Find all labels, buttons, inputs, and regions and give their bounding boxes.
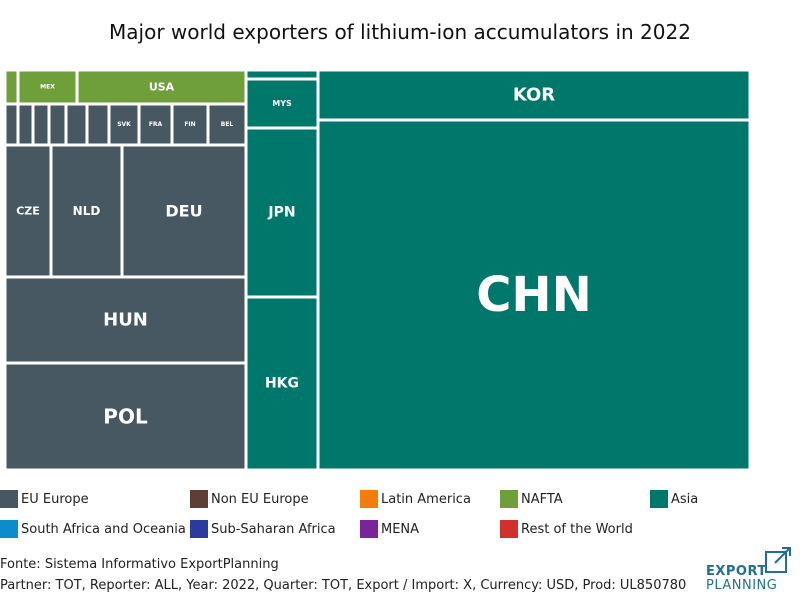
legend-item[interactable]: Latin America xyxy=(360,490,471,508)
treemap-rect xyxy=(85,102,111,147)
treemap-rect xyxy=(0,143,5,242)
treemap-cell-deu[interactable]: DEU xyxy=(120,143,248,279)
treemap-cell-svk[interactable]: SVK xyxy=(107,102,141,147)
legend-label: EU Europe xyxy=(21,491,89,507)
treemap-rect xyxy=(0,70,5,147)
legend-swatch xyxy=(0,490,18,508)
logo-word-planning: PLANNING xyxy=(706,578,778,593)
treemap-rect xyxy=(3,275,248,365)
treemap-cell-fra[interactable]: FRA xyxy=(137,102,174,147)
treemap-label: SVK xyxy=(117,121,131,128)
treemap-label: HKG xyxy=(265,376,299,392)
treemap-cell[interactable] xyxy=(3,102,20,147)
legend-item[interactable]: Rest of the World xyxy=(500,520,633,538)
treemap-label: MYS xyxy=(272,99,292,108)
legend: EU Europe Non EU Europe Latin America NAFTA… xyxy=(0,490,800,550)
legend-label: Sub-Saharan Africa xyxy=(211,521,336,537)
treemap-cell-mys[interactable]: MYS xyxy=(244,77,320,130)
treemap-cell[interactable] xyxy=(47,102,68,147)
treemap-cell[interactable] xyxy=(244,70,320,81)
legend-swatch xyxy=(500,520,518,538)
treemap-label: NLD xyxy=(73,204,101,218)
treemap-rect xyxy=(64,102,89,147)
treemap-label: HUN xyxy=(103,310,148,331)
treemap-rect xyxy=(47,102,68,147)
legend-label: South Africa and Oceania xyxy=(21,521,186,537)
treemap-label: CHN xyxy=(476,267,592,323)
treemap-cell-pol[interactable]: POL xyxy=(3,361,248,470)
treemap-label: BEL xyxy=(221,121,234,128)
treemap-rect xyxy=(244,126,320,299)
treemap-rect xyxy=(120,143,248,279)
treemap-cell[interactable] xyxy=(3,70,20,106)
legend-item[interactable]: Sub-Saharan Africa xyxy=(190,520,336,538)
treemap-label: JPN xyxy=(267,205,295,221)
treemap-cell[interactable] xyxy=(0,143,5,242)
legend-swatch xyxy=(360,520,378,538)
logo-word-export: EXPORT xyxy=(706,564,767,579)
legend-item[interactable]: MENA xyxy=(360,520,419,538)
treemap-cell-bel[interactable]: BEL xyxy=(206,102,248,147)
treemap-rect xyxy=(3,70,20,106)
legend-swatch xyxy=(0,520,18,538)
treemap-cell[interactable] xyxy=(85,102,111,147)
treemap-rect xyxy=(3,361,248,470)
legend-swatch xyxy=(190,490,208,508)
treemap-rect xyxy=(16,102,35,147)
legend-swatch xyxy=(190,520,208,538)
treemap-label: CZE xyxy=(16,205,40,218)
legend-swatch xyxy=(650,490,668,508)
treemap-label: USA xyxy=(149,81,175,94)
legend-item[interactable]: Non EU Europe xyxy=(190,490,309,508)
treemap-rect xyxy=(316,70,750,122)
treemap-rect xyxy=(0,238,5,337)
legend-label: Non EU Europe xyxy=(211,491,309,507)
treemap-cell-chn[interactable]: CHN xyxy=(316,118,750,470)
treemap-cell[interactable] xyxy=(16,102,35,147)
treemap-cell-mex[interactable]: MEX xyxy=(16,70,79,106)
source-note: Fonte: Sistema Informativo ExportPlannin… xyxy=(0,557,279,572)
treemap-rect xyxy=(244,70,320,81)
treemap-label: KOR xyxy=(513,85,555,106)
treemap-cell-hun[interactable]: HUN xyxy=(3,275,248,365)
treemap-cell[interactable] xyxy=(31,102,51,147)
chart-title: Major world exporters of lithium-ion acc… xyxy=(109,20,691,44)
legend-item[interactable]: South Africa and Oceania xyxy=(0,520,186,538)
treemap-cell-usa[interactable]: USA xyxy=(75,70,248,106)
query-params-note: Partner: TOT, Reporter: ALL, Year: 2022,… xyxy=(0,578,687,593)
exportplanning-logo: EXPORT PLANNING xyxy=(706,546,796,594)
treemap-label: DEU xyxy=(165,202,202,221)
treemap-cell-nld[interactable]: NLD xyxy=(49,143,124,279)
legend-label: MENA xyxy=(381,521,420,537)
treemap-cell[interactable] xyxy=(0,238,5,337)
legend-swatch xyxy=(500,490,518,508)
legend-item[interactable]: Asia xyxy=(650,490,698,508)
treemap-label: FIN xyxy=(184,121,195,128)
treemap-cell-hkg[interactable]: HKG xyxy=(244,295,320,470)
treemap: CHN KOR HKG JPN MYS POL HUN DEU NLD CZE BEL FIN FRA S… xyxy=(0,70,750,470)
treemap-rect xyxy=(316,118,750,470)
treemap-label: POL xyxy=(103,405,148,429)
treemap-cell-cze[interactable]: CZE xyxy=(3,143,53,279)
treemap-rect xyxy=(31,102,51,147)
legend-item[interactable]: EU Europe xyxy=(0,490,89,508)
legend-label: NAFTA xyxy=(521,491,563,507)
treemap-label: MEX xyxy=(40,84,55,91)
legend-label: Rest of the World xyxy=(521,521,633,537)
legend-label: Asia xyxy=(671,491,699,507)
treemap-rect xyxy=(16,70,79,106)
treemap-cell[interactable] xyxy=(0,70,5,147)
treemap-cell-fin[interactable]: FIN xyxy=(170,102,210,147)
legend-swatch xyxy=(360,490,378,508)
treemap-label: FRA xyxy=(149,121,163,128)
legend-item[interactable]: NAFTA xyxy=(500,490,563,508)
legend-label: Latin America xyxy=(381,491,471,507)
treemap-cell[interactable] xyxy=(0,333,5,470)
treemap-rect xyxy=(3,102,20,147)
treemap-cell-kor[interactable]: KOR xyxy=(316,70,750,122)
square-arrow-icon xyxy=(765,547,791,573)
treemap-cell[interactable] xyxy=(64,102,89,147)
treemap-rect xyxy=(0,333,5,470)
treemap-cell-jpn[interactable]: JPN xyxy=(244,126,320,299)
